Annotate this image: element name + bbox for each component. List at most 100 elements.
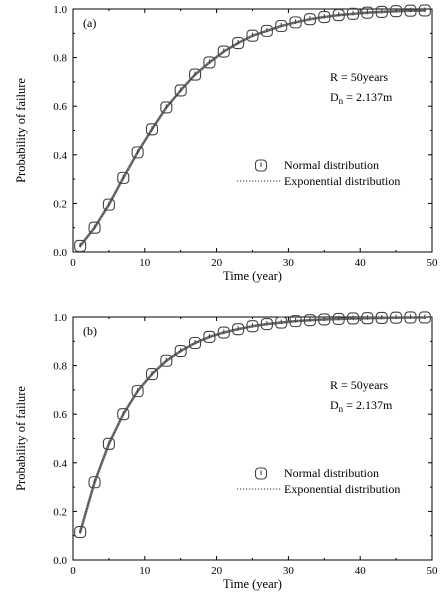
marker-square bbox=[88, 476, 101, 489]
data-point-normal bbox=[145, 123, 159, 136]
x-tick-label: 40 bbox=[355, 565, 367, 577]
marker-square bbox=[145, 123, 159, 136]
marker-square bbox=[361, 312, 374, 325]
annotation-diameter-subscript: n bbox=[339, 96, 344, 106]
data-point-normal bbox=[160, 354, 173, 367]
x-tick-label: 0 bbox=[70, 565, 76, 577]
data-point-normal bbox=[131, 385, 144, 398]
chart-panel-b: 0 10 20 30 40 50 0.0 0.2 0.4 0.6 0.8 1.0 Time (year)… bbox=[14, 311, 438, 591]
data-point-normal bbox=[117, 408, 130, 421]
y-tick-label: 0.6 bbox=[53, 409, 67, 421]
marker-square bbox=[404, 4, 417, 17]
data-point-normal bbox=[303, 13, 316, 26]
data-point-normal bbox=[246, 320, 259, 333]
annotation-diameter-value: = 2.137m bbox=[343, 90, 393, 104]
data-point-normal bbox=[232, 36, 245, 50]
x-tick-label: 30 bbox=[283, 565, 295, 577]
data-point-normal bbox=[275, 19, 288, 33]
data-point-normal bbox=[88, 476, 101, 489]
marker-square bbox=[217, 326, 230, 339]
marker-square bbox=[275, 19, 288, 33]
y-tick-label: 0.6 bbox=[53, 101, 67, 113]
data-point-normal bbox=[102, 437, 115, 450]
plot-frame bbox=[72, 316, 433, 561]
marker-square bbox=[102, 198, 115, 211]
marker-square bbox=[246, 320, 259, 333]
data-point-normal bbox=[275, 316, 288, 329]
data-point-normal bbox=[203, 56, 216, 69]
marker-square bbox=[303, 13, 316, 26]
marker-square bbox=[131, 385, 144, 398]
marker-square bbox=[88, 221, 101, 234]
data-point-normal bbox=[131, 146, 144, 159]
y-tick-label: 0.8 bbox=[53, 53, 67, 65]
annotation-diameter: Dn = 2.137m bbox=[330, 90, 393, 106]
data-point-normal bbox=[303, 314, 316, 327]
y-tick-label: 0.0 bbox=[53, 555, 67, 567]
legend-label-exponential: Exponential distribution bbox=[284, 482, 400, 496]
y-tick-label: 0.4 bbox=[53, 150, 67, 162]
data-point-normal bbox=[404, 4, 417, 17]
data-point-normal bbox=[418, 311, 431, 324]
data-point-normal bbox=[189, 68, 202, 81]
marker-square bbox=[260, 317, 273, 331]
legend: Normal distribution Exponential distribut… bbox=[237, 158, 400, 188]
marker-square bbox=[232, 36, 245, 50]
marker-square bbox=[217, 45, 230, 58]
x-tick-label: 40 bbox=[355, 257, 367, 269]
marker-square bbox=[289, 16, 302, 29]
annotation-diameter-symbol: D bbox=[330, 90, 339, 104]
data-point-normal bbox=[74, 239, 87, 252]
panel-label: (b) bbox=[83, 324, 97, 338]
x-tick-label: 30 bbox=[283, 257, 295, 269]
y-tick-label: 0.0 bbox=[53, 247, 67, 259]
marker-square bbox=[346, 312, 360, 325]
marker-square bbox=[74, 239, 87, 252]
data-point-normal bbox=[390, 5, 403, 18]
legend-marker-normal bbox=[254, 467, 268, 480]
marker-square bbox=[203, 56, 216, 69]
x-tick-label: 50 bbox=[427, 257, 439, 269]
legend-label-normal: Normal distribution bbox=[284, 466, 379, 480]
marker-square bbox=[404, 311, 417, 324]
marker-square bbox=[289, 315, 302, 328]
series-line-exponential bbox=[79, 10, 425, 247]
x-tick-label: 10 bbox=[139, 257, 151, 269]
series-line-smooth bbox=[78, 316, 427, 534]
marker-square bbox=[275, 316, 288, 329]
data-point-normal bbox=[102, 198, 115, 211]
y-axis-title: Probability of failure bbox=[14, 386, 28, 491]
marker-square bbox=[174, 344, 187, 358]
annotation-diameter-symbol: D bbox=[330, 398, 339, 412]
series-line-smooth bbox=[78, 9, 427, 248]
plot-frame bbox=[72, 8, 433, 253]
data-point-normal bbox=[404, 311, 417, 324]
x-axis-title: Time (year) bbox=[223, 269, 282, 283]
data-point-normal bbox=[189, 336, 202, 350]
data-point-normal bbox=[289, 16, 302, 29]
y-tick-label: 0.4 bbox=[53, 458, 67, 470]
marker-square bbox=[390, 5, 403, 18]
data-point-normal bbox=[174, 344, 187, 358]
legend-label-exponential: Exponential distribution bbox=[284, 174, 400, 188]
data-point-normal bbox=[174, 84, 187, 97]
data-point-normal bbox=[260, 317, 273, 331]
annotation-diameter: Dn = 2.137m bbox=[330, 398, 393, 414]
marker-square bbox=[260, 24, 273, 37]
data-point-normal bbox=[346, 312, 360, 325]
data-point-normal bbox=[88, 221, 101, 234]
data-point-normal bbox=[246, 29, 259, 42]
data-point-normal bbox=[160, 101, 173, 114]
x-axis-title: Time (year) bbox=[223, 577, 282, 591]
y-tick-label: 1.0 bbox=[53, 4, 67, 16]
marker-square bbox=[102, 437, 115, 450]
data-point-normal bbox=[232, 323, 245, 336]
data-point-normal bbox=[375, 5, 388, 18]
marker-square bbox=[189, 68, 202, 81]
data-point-normal bbox=[390, 311, 403, 324]
data-point-normal bbox=[361, 312, 374, 325]
marker-square bbox=[318, 313, 331, 326]
legend-label-normal: Normal distribution bbox=[284, 158, 379, 172]
marker-square bbox=[418, 311, 431, 324]
annotation-return-period: R = 50years bbox=[330, 378, 388, 392]
